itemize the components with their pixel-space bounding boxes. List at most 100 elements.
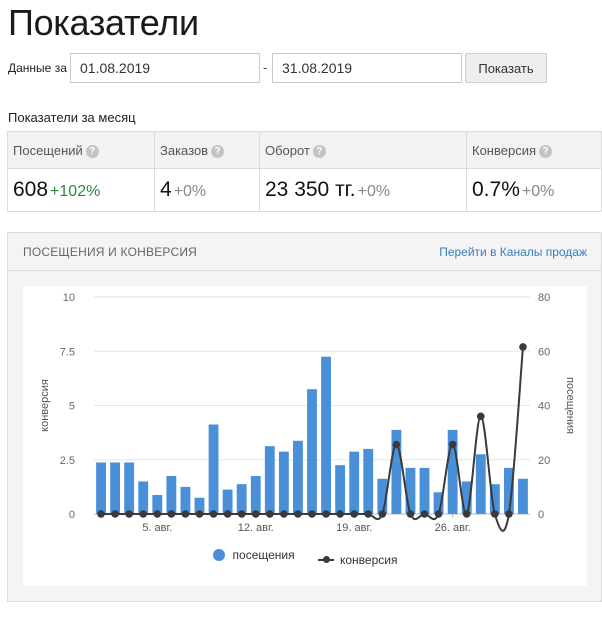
- visits-bar: [208, 424, 219, 514]
- date-to-input[interactable]: [272, 53, 462, 83]
- metric-turnover: Оборот? 23 350 тг. +0%: [260, 132, 467, 211]
- visits-conversion-panel: ПОСЕЩЕНИЯ И КОНВЕРСИЯ Перейти в Каналы п…: [7, 232, 602, 602]
- y-left-axis-title: конверсия: [39, 379, 51, 432]
- y-left-tick-label: 10: [63, 292, 75, 304]
- conversion-point: [251, 510, 260, 518]
- metrics-section-title: Показатели за месяц: [8, 110, 136, 125]
- date-separator: -: [263, 60, 268, 75]
- legend-label: конверсия: [339, 553, 398, 567]
- visits-bar: [166, 476, 177, 514]
- conversion-point: [491, 510, 499, 518]
- y-left-tick-label: 7.5: [60, 346, 75, 358]
- y-left-tick-label: 5: [69, 401, 75, 413]
- conversion-point: [294, 510, 302, 518]
- help-icon[interactable]: ?: [211, 145, 225, 158]
- visits-bar: [349, 451, 360, 514]
- page-title: Показатели: [8, 2, 199, 43]
- visits-bar: [250, 476, 261, 514]
- y-right-tick-label: 60: [538, 346, 550, 358]
- metric-label: Посещений: [13, 143, 83, 158]
- chart-area: 0 2.5 5 7.5 10 0 20 40 60 80 конверсия посещения 5. …: [23, 286, 587, 586]
- visits-bar: [461, 481, 472, 514]
- metric-label: Конверсия: [472, 143, 537, 158]
- conversion-point: [392, 440, 401, 449]
- visits-bar: [124, 462, 135, 514]
- metric-delta: +0%: [357, 183, 391, 200]
- metric-orders: Заказов? 4 +0%: [155, 132, 260, 211]
- panel-title: ПОСЕЩЕНИЯ И КОНВЕРСИЯ: [23, 245, 198, 259]
- conversion-point: [153, 510, 162, 518]
- y-right-tick-label: 0: [538, 509, 544, 521]
- y-right-tick-label: 20: [538, 455, 550, 467]
- metric-label: Заказов: [160, 143, 209, 158]
- visits-bar: [96, 462, 106, 514]
- conversion-point: [420, 510, 429, 518]
- metric-header: Посещений?: [8, 132, 154, 169]
- visits-bar: [433, 492, 444, 514]
- help-icon[interactable]: ?: [312, 145, 326, 158]
- metric-delta: +0%: [521, 183, 555, 200]
- metric-label: Оборот: [265, 143, 310, 158]
- conversion-point: [125, 510, 133, 518]
- conversion-point: [280, 510, 288, 518]
- conversion-point: [209, 510, 218, 518]
- y-left-tick-label: 0: [69, 509, 75, 521]
- sales-channels-link[interactable]: Перейти в Каналы продаж: [439, 245, 587, 259]
- metric-body: 4 +0%: [155, 169, 259, 202]
- visits-bar: [278, 451, 289, 514]
- panel-divider: [8, 270, 601, 271]
- legend-label: посещения: [232, 548, 295, 562]
- visits-bar: [194, 497, 205, 514]
- chart-legend: посещения конверсия: [23, 548, 587, 567]
- x-tick-label: 12. авг.: [238, 522, 274, 534]
- visits-bar: [293, 440, 303, 514]
- metric-delta: +0%: [173, 183, 207, 200]
- visits-bar: [110, 462, 121, 514]
- legend-item-conversion[interactable]: конверсия: [317, 553, 398, 567]
- metric-value: 0.7%: [472, 178, 520, 201]
- metric-value: 23 350 тг.: [265, 178, 356, 201]
- conversion-point: [223, 510, 232, 518]
- metric-header: Конверсия?: [467, 132, 601, 169]
- conversion-point: [378, 510, 387, 518]
- date-from-input[interactable]: [70, 53, 260, 83]
- conversion-point: [519, 343, 527, 351]
- visits-bar: [419, 467, 430, 514]
- visits-bar: [391, 429, 402, 514]
- metric-body: 0.7% +0%: [467, 169, 601, 202]
- y-right-tick-label: 80: [538, 292, 550, 304]
- y-right-axis-title: посещения: [564, 377, 576, 434]
- conversion-point: [350, 510, 358, 518]
- help-icon[interactable]: ?: [85, 145, 99, 158]
- y-right-tick-label: 40: [538, 401, 550, 413]
- visits-bar: [180, 486, 191, 514]
- visits-bar: [222, 489, 233, 514]
- visits-bar: [236, 484, 247, 514]
- legend-bar-marker: [212, 549, 225, 561]
- visits-bar: [335, 465, 346, 514]
- visits-bar: [152, 495, 163, 514]
- help-icon[interactable]: ?: [539, 145, 553, 158]
- metric-body: 23 350 тг. +0%: [260, 169, 466, 202]
- metrics-table: Посещений? 608 +102% Заказов? 4 +0% Оборот…: [7, 131, 602, 212]
- legend-line-marker: [317, 556, 334, 563]
- visits-bar: [489, 484, 500, 514]
- conversion-point: [308, 510, 316, 518]
- conversion-point: [322, 510, 330, 518]
- show-button[interactable]: Показать: [465, 53, 547, 83]
- conversion-point: [462, 510, 471, 518]
- metric-visits: Посещений? 608 +102%: [8, 132, 155, 211]
- conversion-point: [476, 412, 485, 421]
- legend-item-visits[interactable]: посещения: [212, 548, 295, 562]
- conversion-point: [505, 510, 513, 518]
- conversion-point: [266, 510, 274, 518]
- visits-bar: [503, 467, 514, 514]
- conversion-point: [336, 510, 344, 518]
- metric-body: 608 +102%: [8, 169, 154, 202]
- visits-bar: [363, 448, 374, 514]
- metric-delta: +102%: [50, 183, 101, 200]
- visits-bar: [307, 389, 317, 514]
- visits-bar: [138, 481, 149, 514]
- conversion-point: [434, 510, 443, 518]
- visits-bar: [475, 454, 486, 514]
